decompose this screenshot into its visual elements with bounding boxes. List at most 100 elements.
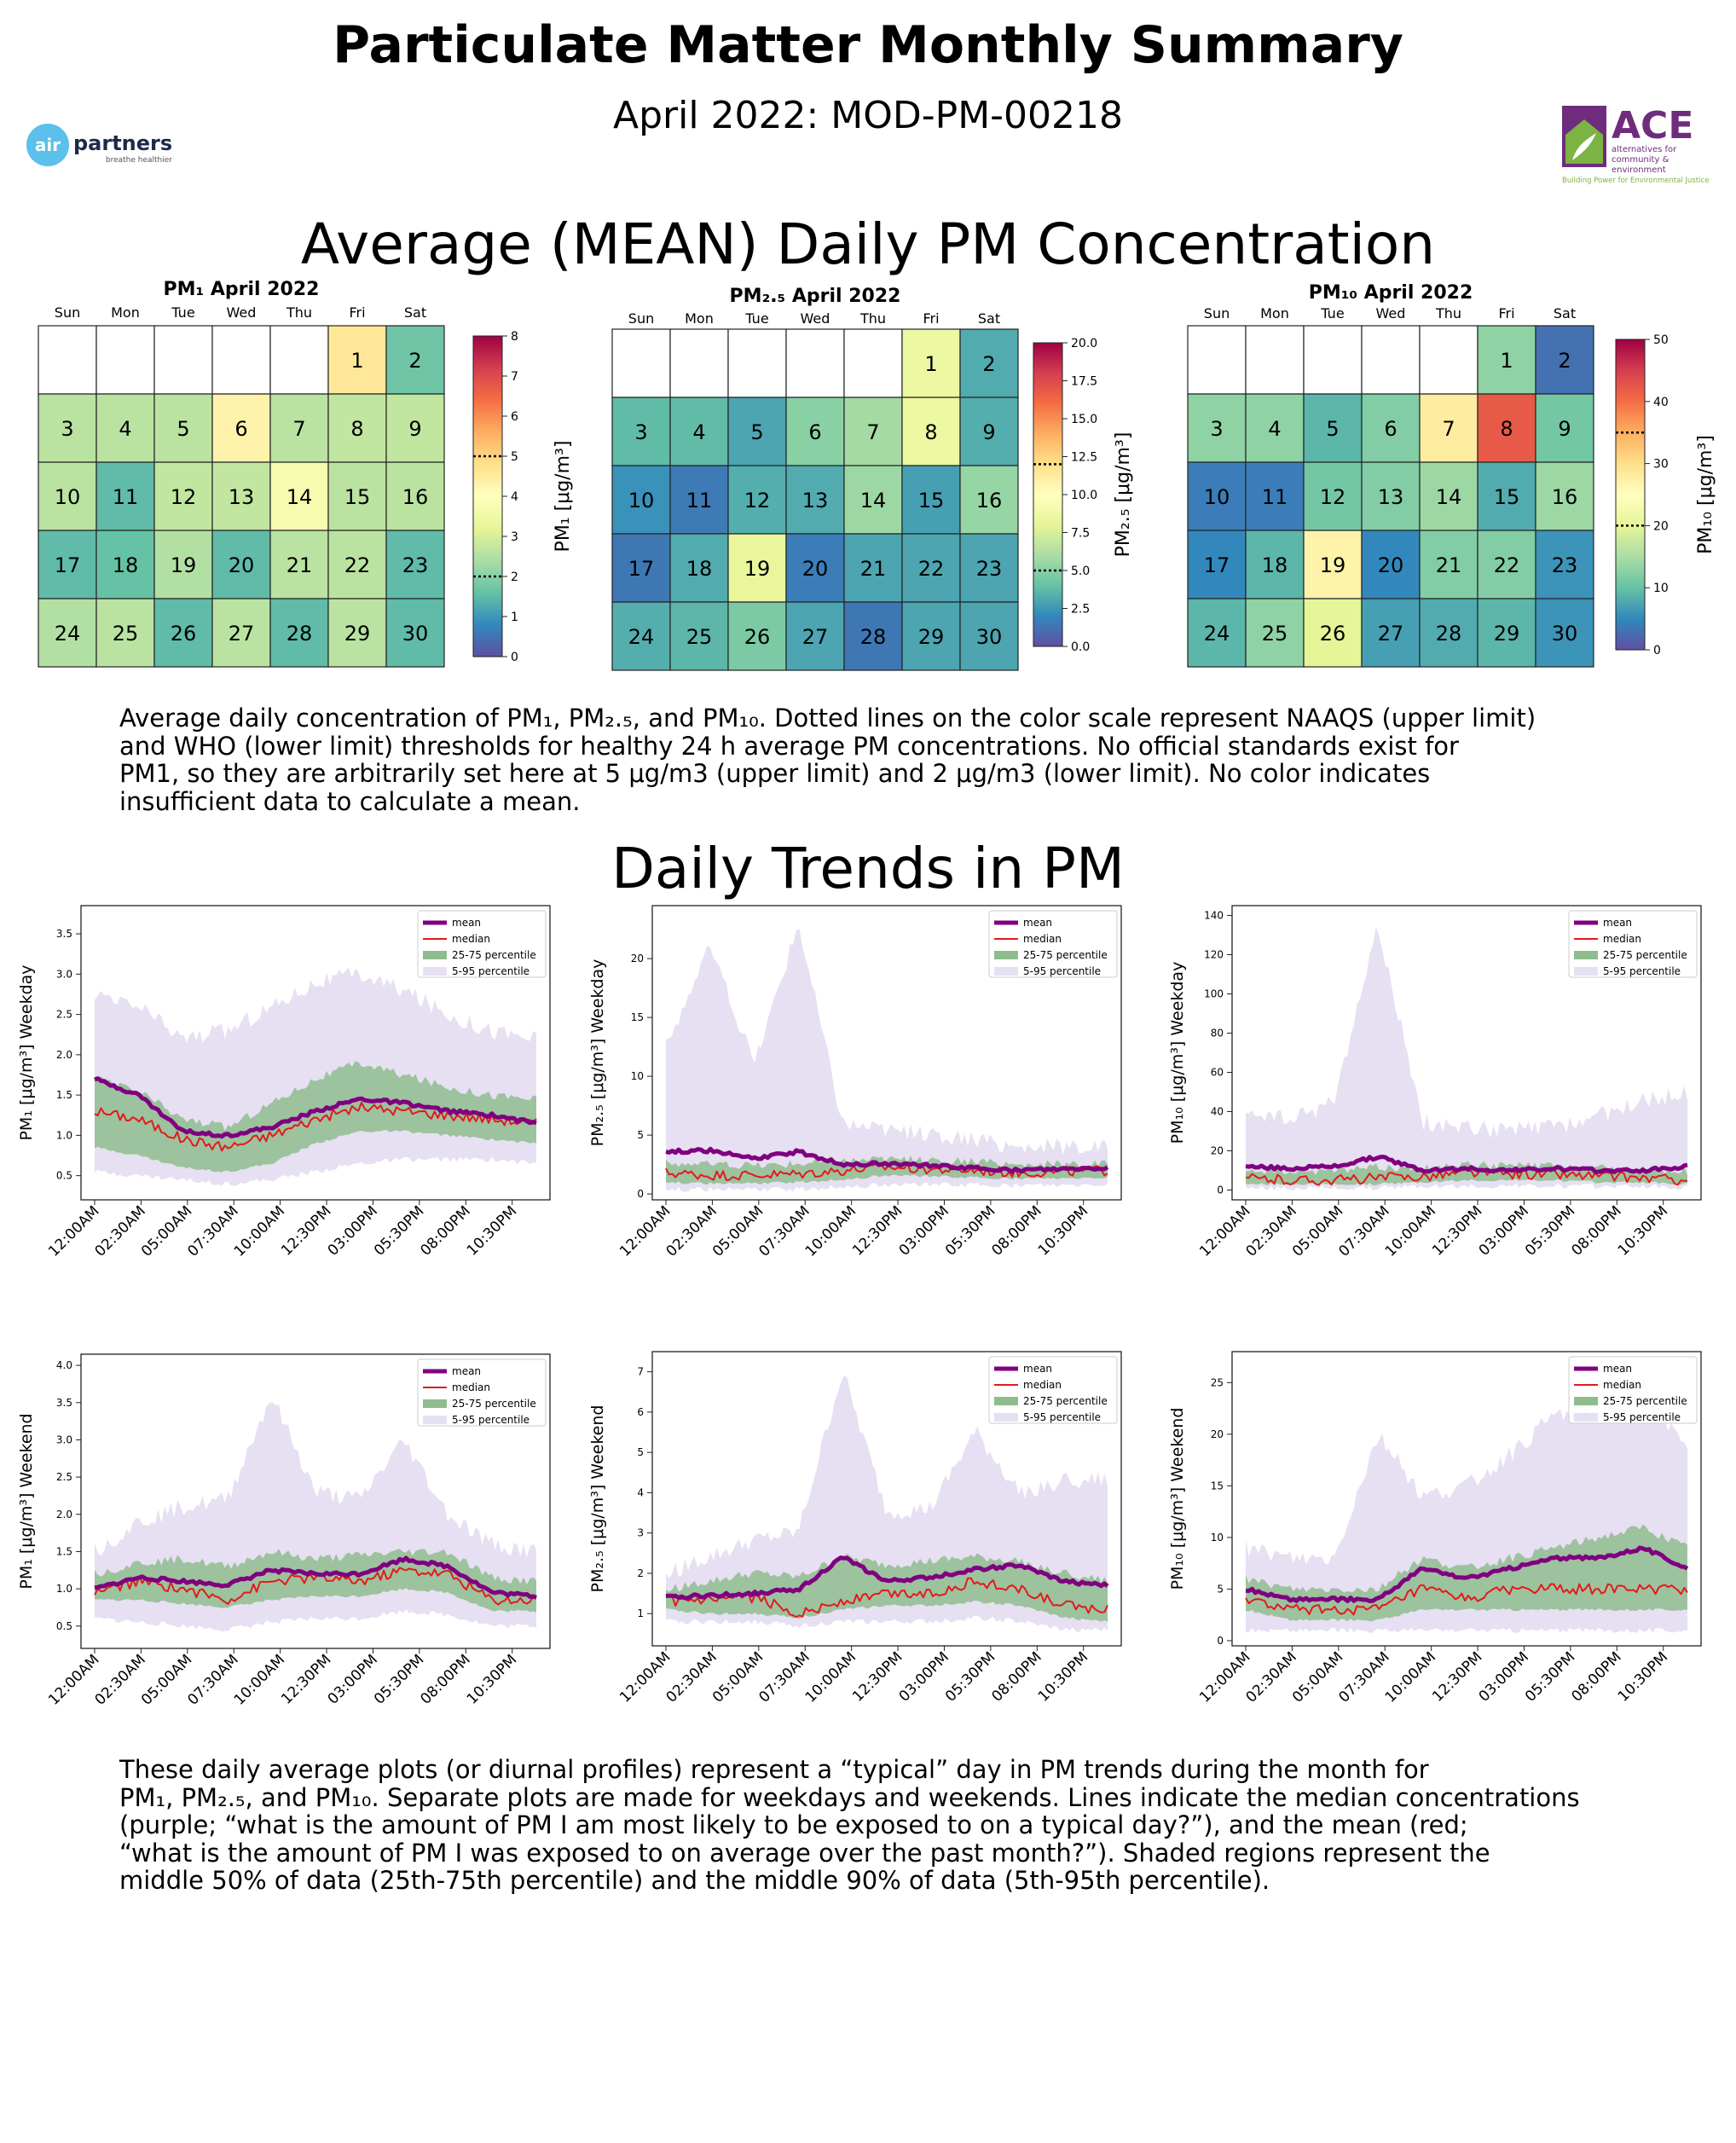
logo-tagline: breathe healthier <box>106 156 172 165</box>
pm10-weekday-chart: 02040608010012014012:00AM02:30AM05:00AM0… <box>1168 905 1702 1260</box>
calendar-day-cell <box>1303 461 1363 531</box>
y-tick-label: 4.0 <box>56 1359 72 1371</box>
legend-label: 5-95 percentile <box>1603 1411 1681 1423</box>
calendar-day-number: 20 <box>1378 553 1404 577</box>
calendar-day-cell <box>327 393 387 463</box>
legend-swatch <box>994 1397 1018 1405</box>
calendar-day-number: 4 <box>119 417 131 441</box>
caption-line: PM1, so they are arbitrarily set here at… <box>119 759 1431 788</box>
x-tick-label: 03:00PM <box>896 1202 952 1259</box>
y-tick-label: 10 <box>631 1070 644 1082</box>
x-tick-label: 10:00AM <box>231 1651 288 1708</box>
x-tick-label: 05:30PM <box>942 1648 998 1705</box>
calendar-day-cell <box>327 461 387 531</box>
calendar-day-number: 1 <box>1500 349 1513 373</box>
calendar-day-number: 6 <box>1384 417 1397 441</box>
calendar-day-cell <box>1245 461 1305 531</box>
calendar-empty-cell <box>38 325 97 395</box>
x-tick-label: 08:00PM <box>417 1651 473 1707</box>
weekday-label: Tue <box>744 310 768 327</box>
weekday-label: Fri <box>923 310 939 327</box>
calendar-day-number: 16 <box>1552 485 1578 509</box>
median-line <box>94 1567 537 1606</box>
calendar-day-cell <box>959 601 1019 671</box>
mean-line <box>665 1555 1109 1601</box>
y-tick-label: 25 <box>1211 1376 1224 1388</box>
calendar-day-cell <box>385 461 445 531</box>
calendar-day-cell <box>153 461 213 531</box>
legend-swatch <box>1574 1413 1598 1422</box>
y-tick-label: 3.0 <box>56 1433 72 1445</box>
calendar-day-cell <box>727 397 787 466</box>
colorbar-tick-label: 2.5 <box>1071 603 1090 617</box>
legend-label: 25-75 percentile <box>452 1398 536 1410</box>
y-tick-label: 1 <box>637 1607 644 1619</box>
calendar-day-number: 13 <box>802 489 829 513</box>
calendar-day-number: 6 <box>808 420 821 444</box>
calendar-day-number: 23 <box>976 557 1003 581</box>
y-axis-label: PM₂.₅ [μg/m³] Weekday <box>588 959 607 1147</box>
y-tick-label: 3.5 <box>56 1397 72 1409</box>
legend-swatch <box>423 1416 447 1424</box>
weekday-label: Sun <box>1204 305 1230 321</box>
legend-label: 25-75 percentile <box>1603 1395 1687 1407</box>
legend-box <box>988 1356 1118 1424</box>
y-tick-label: 2.5 <box>56 1471 72 1483</box>
y-tick-label: 1.5 <box>56 1545 72 1557</box>
calendar-day-cell <box>1361 461 1421 531</box>
calendar-title: PM₂.₅ April 2022 <box>730 286 901 307</box>
caption-line: (purple; “what is the amount of PM I am … <box>119 1810 1468 1839</box>
plot-frame <box>1231 905 1702 1201</box>
median-line <box>1245 1583 1688 1616</box>
legend-swatch <box>1574 1397 1598 1405</box>
calendar-day-number: 29 <box>1494 622 1520 646</box>
calendar-day-number: 28 <box>286 622 313 646</box>
ace-house-mark <box>1565 119 1603 164</box>
y-tick-label: 120 <box>1204 949 1224 961</box>
band-5-95 <box>1246 927 1687 1191</box>
y-tick-label: 0.5 <box>56 1620 72 1632</box>
calendar-day-number: 7 <box>866 420 879 444</box>
weekday-label: Fri <box>349 304 365 321</box>
calendar-day-cell <box>95 461 155 531</box>
x-tick-label: 12:30PM <box>849 1202 906 1259</box>
x-tick-label: 05:30PM <box>371 1651 427 1707</box>
pm25-weekday-chart: 0510152012:00AM02:30AM05:00AM07:30AM10:0… <box>588 905 1122 1260</box>
calendar-day-number: 15 <box>344 485 371 509</box>
calendar-day-cell <box>1187 461 1247 531</box>
ace-logo: ACE alternatives for community & environ… <box>1562 104 1709 185</box>
plot-frame <box>1231 1351 1702 1647</box>
calendar-day-number: 4 <box>1268 417 1281 441</box>
calendar-day-cell <box>327 598 387 668</box>
section-title-trends: Daily Trends in PM <box>611 836 1125 901</box>
calendar-day-number: 15 <box>918 489 945 513</box>
x-tick-label: 05:30PM <box>942 1202 998 1259</box>
calendar-day-number: 5 <box>176 417 189 441</box>
calendar-caption: Average daily concentration of PM₁, PM₂.… <box>119 704 1654 815</box>
y-tick-label: 20 <box>631 953 644 964</box>
calendar-day-cell <box>385 325 445 395</box>
calendar-day-cell <box>1419 598 1478 668</box>
colorbar-tick-label: 6 <box>511 410 518 424</box>
calendar-day-number: 17 <box>55 553 81 577</box>
mean-line <box>94 1555 537 1600</box>
calendar-empty-cell <box>727 328 787 398</box>
calendar-day-number: 11 <box>1262 485 1288 509</box>
calendar-day-number: 19 <box>744 557 771 581</box>
calendar-day-number: 2 <box>1558 349 1571 373</box>
calendar-day-number: 10 <box>55 485 81 509</box>
calendar-day-number: 3 <box>61 417 73 441</box>
colorbar-tick-label: 8 <box>511 330 518 344</box>
pm1-weekday-chart: 0.51.01.52.02.53.03.512:00AM02:30AM05:00… <box>17 905 551 1260</box>
calendar-day-cell <box>1535 393 1594 463</box>
x-tick-label: 12:30PM <box>1429 1202 1485 1259</box>
calendar-day-number: 12 <box>744 489 771 513</box>
calendar-day-cell <box>1535 598 1594 668</box>
y-tick-label: 3 <box>637 1527 644 1539</box>
legend-box <box>417 910 547 978</box>
calendar-day-cell <box>1477 461 1536 531</box>
y-tick-label: 15 <box>1211 1480 1224 1491</box>
weekday-label: Tue <box>171 304 194 321</box>
colorbar-tick-label: 40 <box>1653 396 1669 409</box>
x-tick-label: 10:00AM <box>802 1648 859 1706</box>
